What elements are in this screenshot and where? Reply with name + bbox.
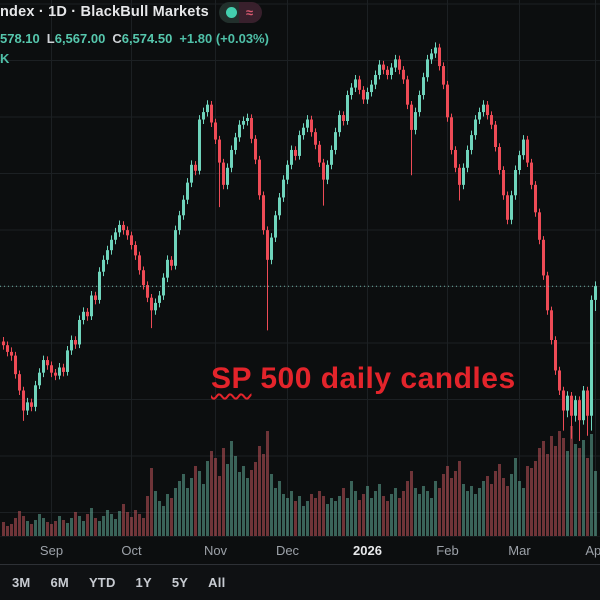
time-axis[interactable]: Sep Oct Nov Dec 2026 Feb Mar Apr [0,536,600,564]
chart-legend: ndex · 1D · BlackBull Markets ≈ 578.10 L… [0,0,269,66]
chart-text-annotation[interactable]: SP 500 daily candles [211,362,516,396]
axis-label-nov: Nov [203,543,228,558]
axis-label-dec: Dec [275,543,300,558]
high-value: 578.10 [0,30,40,46]
low-value: 6,567.00 [54,30,106,46]
volume-readout: K [0,51,10,66]
close-value: 6,574.50 [121,30,173,46]
axis-label-sep: Sep [39,543,64,558]
symbol-title[interactable]: ndex · 1D · BlackBull Markets [0,4,209,20]
range-button-6m[interactable]: 6M [40,569,78,596]
range-button-3m[interactable]: 3M [2,569,40,596]
axis-label-oct: Oct [121,543,142,558]
range-button-ytd[interactable]: YTD [79,569,126,596]
axis-label-apr: Apr [585,543,600,558]
low-label: L [46,30,55,46]
axis-label-mar: Mar [508,543,531,558]
axis-label-2026: 2026 [353,543,382,558]
range-button-all[interactable]: All [198,569,235,596]
annotation-underlined-word: SP [211,362,252,395]
range-toolbar: 3M 6M YTD 1Y 5Y All [0,564,600,600]
annotation-rest: 500 daily candles [251,362,516,395]
range-button-5y[interactable]: 5Y [162,569,198,596]
change-value: +1.80 (+0.03%) [179,30,269,46]
ohlc-readout: 578.10 L 6,567.00 C 6,574.50 +1.80 (+0.0… [0,30,269,46]
status-dot-icon [225,6,237,18]
axis-label-feb: Feb [436,543,459,558]
range-button-1y[interactable]: 1Y [126,569,162,596]
symbol-toggle-pill[interactable]: ≈ [218,1,263,23]
close-label: C [112,30,122,46]
approx-icon: ≈ [245,4,254,20]
chart-pane[interactable]: ndex · 1D · BlackBull Markets ≈ 578.10 L… [0,0,600,536]
price-chart-svg[interactable] [0,0,600,536]
